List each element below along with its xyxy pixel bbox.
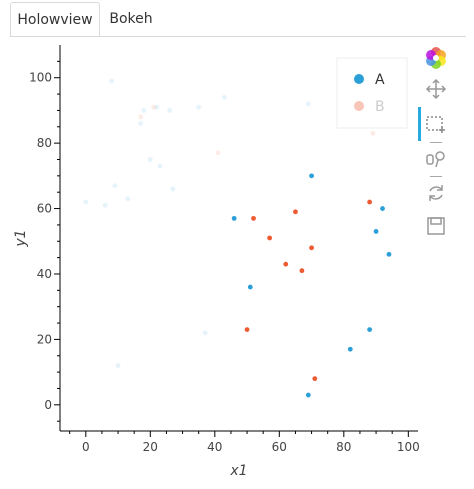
data-point-a[interactable] [309, 173, 314, 179]
data-point-b[interactable] [138, 114, 144, 120]
legend-box [336, 57, 408, 129]
bokeh-logo-icon[interactable] [423, 45, 449, 71]
data-point-a[interactable] [141, 108, 147, 113]
hover-icon[interactable] [423, 146, 449, 172]
x-tick-label: 40 [207, 440, 222, 454]
data-point-a[interactable] [373, 229, 379, 234]
y-axis-label: y1 [13, 229, 29, 247]
data-point-a[interactable] [115, 363, 121, 368]
data-point-a[interactable] [202, 330, 208, 336]
data-point-a[interactable] [347, 346, 353, 352]
data-point-b[interactable] [293, 209, 298, 215]
y-tick-label: 20 [37, 332, 52, 346]
data-point-a[interactable] [367, 327, 373, 332]
data-point-b[interactable] [370, 130, 376, 136]
data-point-b[interactable] [283, 261, 289, 267]
data-point-b[interactable] [309, 245, 314, 251]
pan-icon[interactable] [423, 76, 449, 102]
data-point-a[interactable] [83, 199, 89, 205]
scatter-plot[interactable]: 0 20 40 60 80 100 0 20 40 60 80 100 x1 y1 AB [0, 38, 474, 489]
x-axis-label: x1 [229, 463, 247, 479]
data-point-a[interactable] [102, 202, 108, 208]
data-point-b[interactable] [244, 327, 250, 332]
data-point-b[interactable] [299, 268, 305, 274]
x-tick-label: 60 [272, 440, 287, 454]
x-tick-label: 80 [336, 440, 351, 454]
y-tick-label: 60 [37, 202, 52, 216]
data-point-a[interactable] [125, 196, 131, 202]
box-select-icon[interactable] [423, 111, 449, 137]
data-point-a[interactable] [167, 108, 173, 113]
tab-bar-border [10, 36, 466, 37]
data-point-a[interactable] [380, 206, 385, 211]
data-point-a[interactable] [154, 104, 160, 110]
data-point-a[interactable] [196, 104, 202, 110]
tab-bokeh[interactable]: Bokeh [109, 11, 153, 27]
x-tick-label: 100 [397, 440, 420, 454]
data-point-a[interactable] [157, 163, 163, 169]
legend-marker-a[interactable] [354, 74, 364, 84]
legend-marker-b[interactable] [354, 101, 364, 111]
data-point-a[interactable] [138, 121, 144, 126]
data-point-a[interactable] [147, 157, 153, 162]
x-tick-label: 0 [82, 440, 90, 454]
data-point-a[interactable] [170, 186, 176, 192]
data-point-b[interactable] [215, 150, 221, 156]
tab-holowview[interactable]: Holowview [10, 2, 100, 37]
data-point-a[interactable] [231, 215, 237, 221]
legend-label-b[interactable]: B [375, 99, 385, 115]
legend-label-a[interactable]: A [375, 72, 385, 88]
data-point-b[interactable] [312, 376, 318, 382]
save-icon[interactable] [423, 213, 449, 239]
toolbar-divider [430, 176, 442, 177]
data-point-b[interactable] [251, 215, 256, 221]
data-point-a[interactable] [305, 392, 311, 398]
data-point-a[interactable] [305, 101, 311, 107]
data-point-b[interactable] [151, 104, 156, 110]
y-tick-label: 80 [37, 136, 52, 150]
data-point-b[interactable] [367, 199, 373, 205]
data-point-b[interactable] [267, 235, 273, 241]
data-point-a[interactable] [112, 183, 118, 189]
toolbar-divider [430, 142, 442, 143]
data-point-a[interactable] [386, 251, 392, 257]
active-tool-indicator [418, 107, 421, 141]
reset-icon[interactable] [423, 180, 449, 206]
tab-bar: Holowview Bokeh [0, 0, 474, 38]
y-tick-label: 0 [44, 398, 52, 412]
data-point-a[interactable] [247, 284, 253, 290]
data-point-a[interactable] [109, 78, 115, 84]
data-point-a[interactable] [222, 94, 227, 100]
y-tick-label: 40 [37, 267, 52, 281]
x-tick-label: 20 [143, 440, 158, 454]
y-tick-label: 100 [29, 71, 52, 85]
